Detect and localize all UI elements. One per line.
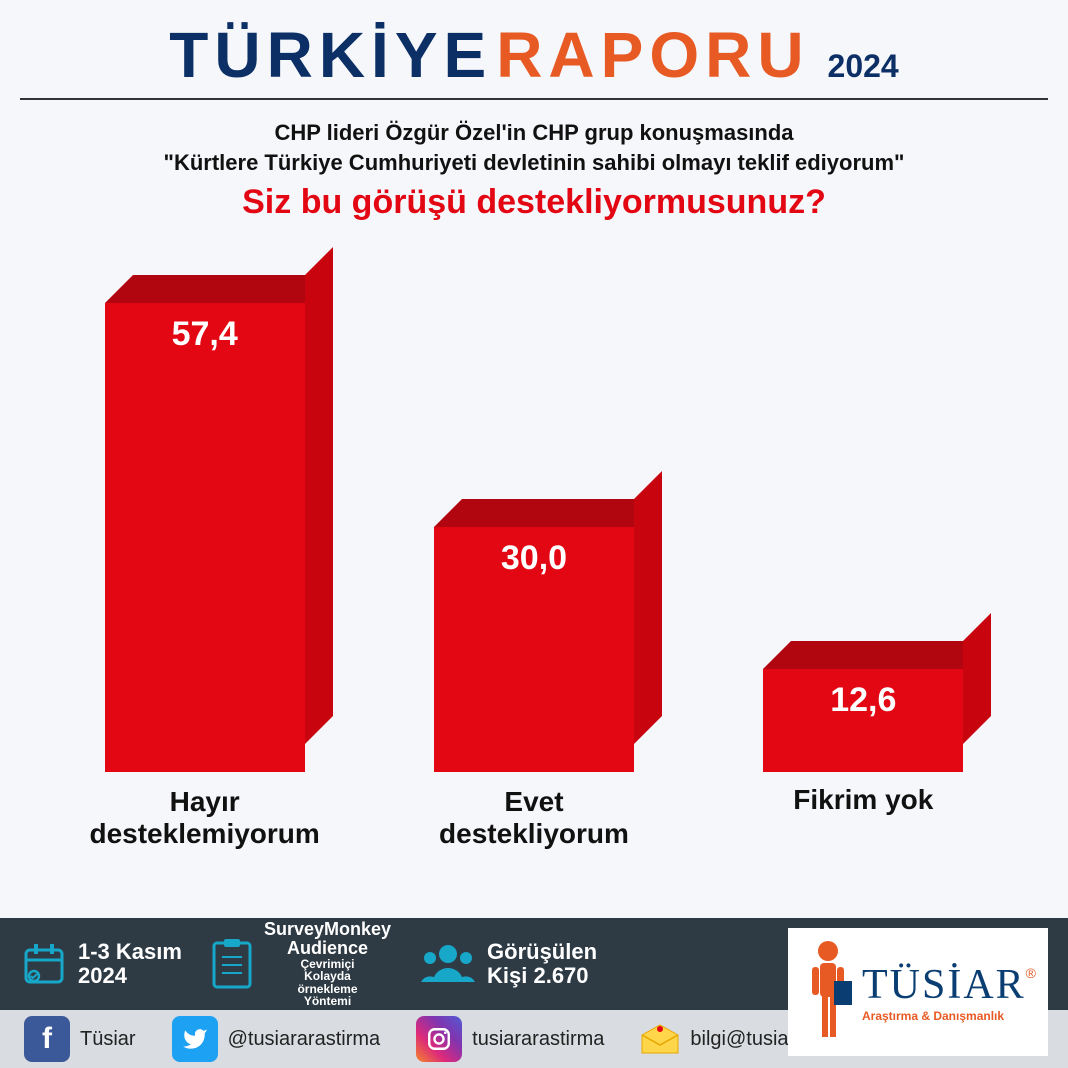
facebook-handle: Tüsiar — [80, 1028, 136, 1051]
header-divider — [20, 98, 1048, 100]
bar-chart: 57,4 Hayırdesteklemiyorum 30,0 Evetdeste… — [40, 242, 1028, 862]
calendar-icon — [20, 940, 68, 988]
logo-tagline: Araştırma & Danışmanlık — [862, 1009, 1004, 1023]
bar: 12,6 — [763, 669, 963, 772]
company-logo: TÜSİAR ® Araştırma & Danışmanlık — [788, 928, 1048, 1056]
bar-label: Fikrim yok — [713, 784, 1013, 816]
logo-name: TÜSİAR — [862, 961, 1026, 1009]
bar-value: 12,6 — [763, 681, 963, 720]
sample-value: Kişi 2.670 — [487, 964, 597, 988]
survey-method: SurveyMonkeyAudience ÇevrimiçiKolaydaörn… — [210, 920, 391, 1008]
bar: 30,0 — [434, 527, 634, 772]
survey-question: CHP lideri Özgür Özel'in CHP grup konuşm… — [0, 118, 1068, 222]
bar-column: 30,0 Evetdestekliyorum — [386, 527, 682, 772]
bar: 57,4 — [105, 303, 305, 772]
people-icon — [419, 942, 477, 986]
method-title: SurveyMonkeyAudience — [264, 920, 391, 958]
question-context-2: "Kürtlere Türkiye Cumhuriyeti devletinin… — [40, 148, 1028, 178]
bar-value: 30,0 — [434, 539, 634, 578]
facebook-icon: f — [24, 1016, 70, 1062]
facebook-link[interactable]: f Tüsiar — [24, 1016, 136, 1062]
title-word-2: RAPORU — [496, 18, 809, 92]
footer: 1-3 Kasım2024 SurveyMonkeyAudience Çevri… — [0, 918, 1068, 1068]
instagram-link[interactable]: tusiararastirma — [416, 1016, 604, 1062]
twitter-handle: @tusiararastirma — [228, 1028, 381, 1051]
bar-value: 57,4 — [105, 315, 305, 354]
email-icon — [640, 1023, 680, 1055]
question-main: Siz bu görüşü destekliyormusunuz? — [40, 183, 1028, 222]
survey-date: 1-3 Kasım2024 — [20, 940, 182, 988]
twitter-link[interactable]: @tusiararastirma — [172, 1016, 381, 1062]
logo-figure-icon — [800, 937, 856, 1047]
title-word-1: TÜRKİYE — [169, 18, 492, 92]
bar-column: 12,6 Fikrim yok — [715, 669, 1011, 772]
report-title: TÜRKİYE RAPORU 2024 — [0, 0, 1068, 98]
bar-column: 57,4 Hayırdesteklemiyorum — [56, 303, 352, 772]
bar-label: Evetdestekliyorum — [384, 786, 684, 850]
instagram-icon — [416, 1016, 462, 1062]
sample-label: Görüşülen — [487, 940, 597, 964]
sample-size: Görüşülen Kişi 2.670 — [419, 940, 597, 988]
method-subtitle: ÇevrimiçiKolaydaörneklemeYöntemi — [264, 958, 391, 1008]
instagram-handle: tusiararastirma — [472, 1028, 604, 1051]
logo-reg-mark: ® — [1026, 965, 1036, 981]
question-context-1: CHP lideri Özgür Özel'in CHP grup konuşm… — [40, 118, 1028, 148]
clipboard-icon — [210, 937, 254, 991]
bar-label: Hayırdesteklemiyorum — [55, 786, 355, 850]
title-year: 2024 — [828, 48, 899, 85]
survey-date-text: 1-3 Kasım2024 — [78, 940, 182, 988]
twitter-icon — [172, 1016, 218, 1062]
